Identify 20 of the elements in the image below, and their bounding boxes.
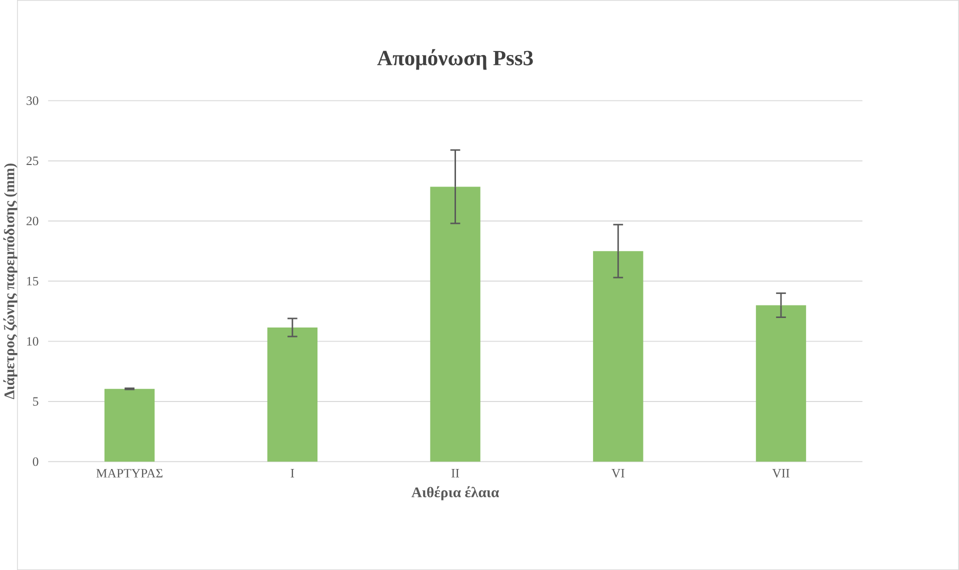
y-axis-title: Διάμετρος ζώνης παρεμπόδισης (mm)	[3, 164, 18, 400]
x-tick-label: I	[290, 468, 294, 478]
chart-title: Απομόνωση Pss3	[377, 49, 533, 70]
y-tick-label: 5	[33, 397, 38, 406]
x-tick-label: VII	[772, 468, 790, 478]
bar	[756, 305, 806, 462]
y-tick-label: 30	[26, 96, 38, 105]
bar	[267, 327, 318, 462]
x-axis-title: Αιθέρια έλαια	[411, 486, 500, 500]
y-tick-label: 10	[27, 336, 38, 346]
x-tick-label: ΜΑΡΤΥΡΑΣ	[96, 468, 162, 478]
y-tick-label: 25	[26, 156, 38, 166]
bar	[593, 250, 644, 462]
y-tick-label: 0	[32, 457, 38, 466]
y-tick-label: 15	[27, 276, 38, 286]
x-tick-label: II	[451, 468, 460, 478]
y-tick-label: 20	[26, 216, 38, 226]
bar	[104, 388, 155, 462]
x-tick-label: VI	[612, 468, 624, 478]
bar	[430, 186, 480, 462]
